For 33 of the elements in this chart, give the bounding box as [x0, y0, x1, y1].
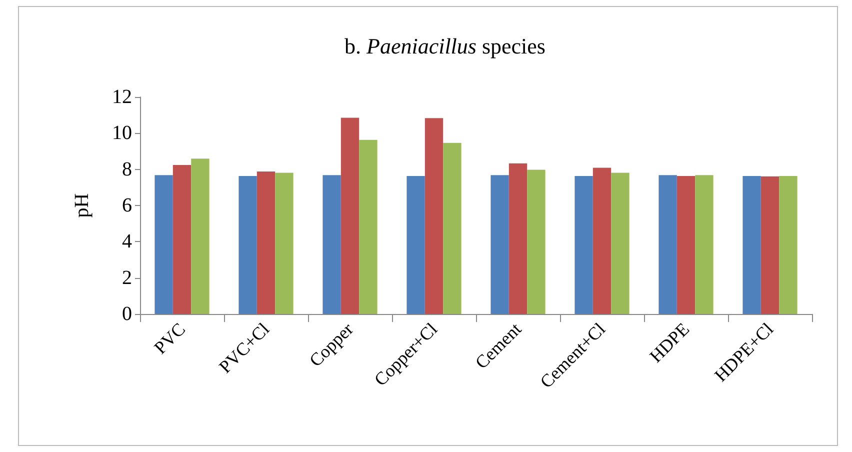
bar — [490, 175, 509, 314]
bar — [695, 175, 714, 314]
bar — [527, 170, 546, 314]
bar — [574, 176, 593, 314]
bar — [359, 140, 378, 314]
y-tick-label: 2 — [122, 266, 132, 289]
chart-title: b. Paeniacillus species — [344, 34, 546, 58]
bar — [779, 176, 798, 314]
bar — [340, 118, 360, 314]
bar — [611, 172, 630, 314]
y-tick-label: 4 — [122, 230, 132, 253]
bar — [508, 163, 528, 314]
bar — [443, 142, 462, 314]
bar — [424, 118, 444, 314]
y-tick-label: 0 — [122, 303, 132, 325]
bar — [592, 168, 612, 314]
y-tick-label: 6 — [122, 194, 132, 216]
bar — [676, 176, 696, 314]
bar — [406, 176, 425, 314]
bar — [658, 175, 677, 314]
bar — [275, 172, 294, 314]
bar — [191, 158, 210, 314]
y-tick-label: 8 — [122, 158, 132, 180]
y-tick-label: 10 — [112, 122, 132, 144]
bar — [172, 164, 192, 314]
bar — [256, 172, 276, 314]
y-axis-title: pH — [71, 193, 93, 218]
bar — [742, 176, 761, 314]
bar — [322, 175, 341, 314]
bar — [760, 176, 780, 314]
bar — [238, 176, 257, 314]
y-tick-label: 12 — [112, 86, 132, 108]
bar — [154, 175, 173, 314]
